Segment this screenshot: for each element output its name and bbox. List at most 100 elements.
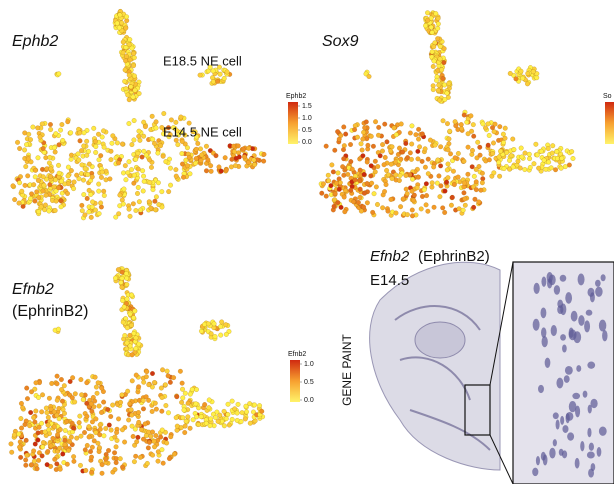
- cell-dot: [78, 414, 83, 419]
- cell-dot: [23, 458, 28, 463]
- cell-dot: [441, 118, 446, 123]
- cell-dot: [72, 400, 77, 405]
- cell-dot: [248, 421, 253, 426]
- cell-dot: [214, 153, 219, 158]
- cell-dot: [480, 180, 485, 185]
- cell-dot: [430, 50, 435, 55]
- cell-dot: [384, 182, 389, 187]
- cell-dot: [131, 201, 136, 206]
- cell-dot: [143, 124, 148, 129]
- cell-dot: [442, 83, 447, 88]
- stained-cell: [589, 443, 594, 451]
- cell-dot: [147, 199, 152, 204]
- cell-dot: [181, 175, 186, 180]
- cell-dot: [262, 152, 267, 157]
- cell-dot: [453, 119, 458, 124]
- cell-dot: [365, 181, 370, 186]
- cell-dot: [462, 159, 467, 164]
- cell-dot: [375, 164, 380, 169]
- cell-dot: [26, 157, 31, 162]
- cell-dot: [24, 142, 29, 147]
- cell-dot: [22, 148, 27, 153]
- cell-dot: [133, 427, 138, 432]
- cell-dot: [137, 91, 142, 96]
- cell-dot: [36, 178, 41, 183]
- cell-dot: [126, 418, 131, 423]
- cell-dot: [549, 166, 554, 171]
- cell-dot: [230, 399, 235, 404]
- cell-dot: [525, 71, 530, 76]
- cell-dot: [361, 153, 366, 158]
- stained-cell: [549, 448, 555, 459]
- cell-dot: [487, 133, 492, 138]
- cell-dot: [212, 322, 217, 327]
- cell-dot: [70, 421, 75, 426]
- cell-dot: [88, 449, 93, 454]
- cell-dot: [341, 125, 346, 130]
- cell-dot: [81, 178, 86, 183]
- cell-dot: [509, 153, 514, 158]
- cell-dot: [431, 87, 436, 92]
- cell-dot: [416, 149, 421, 154]
- cell-dot: [459, 126, 464, 131]
- cell-dot: [53, 150, 58, 155]
- cell-dot: [103, 457, 108, 462]
- cell-dot: [481, 122, 486, 127]
- cell-dot: [471, 122, 476, 127]
- cell-dot: [196, 422, 201, 427]
- cell-dot: [498, 149, 503, 154]
- cell-dot: [136, 167, 141, 172]
- cell-dot: [224, 416, 229, 421]
- cell-dot: [118, 193, 123, 198]
- cell-dot: [371, 144, 376, 149]
- colorbar: [290, 360, 300, 402]
- cell-dot: [209, 331, 214, 336]
- cell-dot: [121, 320, 126, 325]
- cell-dot: [190, 387, 195, 392]
- cell-dot: [429, 25, 434, 30]
- cell-dot: [487, 158, 492, 163]
- cell-dot: [53, 208, 58, 213]
- cell-dot: [17, 146, 22, 151]
- cell-dot: [131, 434, 136, 439]
- cell-dot: [453, 156, 458, 161]
- cell-dot: [115, 141, 120, 146]
- cell-dot: [408, 131, 413, 136]
- stained-cell: [602, 330, 607, 341]
- cell-dot: [139, 427, 144, 432]
- cell-dot: [426, 157, 431, 162]
- cell-dot: [523, 167, 528, 172]
- cell-dot: [154, 407, 159, 412]
- cell-dot: [157, 202, 162, 207]
- cell-dot: [95, 391, 100, 396]
- cell-dot: [252, 158, 257, 163]
- cell-dot: [508, 71, 513, 76]
- stained-cell: [567, 432, 574, 440]
- cell-dot: [501, 140, 506, 145]
- cell-dot: [351, 199, 356, 204]
- cell-dot: [430, 185, 435, 190]
- cell-dot: [466, 172, 471, 177]
- cell-dot: [62, 383, 67, 388]
- cell-dot: [34, 380, 39, 385]
- cell-dot: [40, 393, 45, 398]
- cell-dot: [60, 452, 65, 457]
- cell-dot: [102, 433, 107, 438]
- cell-dot: [136, 342, 141, 347]
- cell-dot: [101, 400, 106, 405]
- cell-dot: [469, 114, 474, 119]
- cell-dot: [59, 377, 64, 382]
- cell-dot: [131, 315, 136, 320]
- stained-cell: [532, 468, 538, 477]
- cell-dot: [115, 438, 120, 443]
- cell-dot: [113, 276, 118, 281]
- cell-dot: [48, 122, 53, 127]
- cell-dot: [388, 149, 393, 154]
- cell-dot: [462, 181, 467, 186]
- cell-dot: [164, 403, 169, 408]
- cell-dot: [194, 147, 199, 152]
- cell-dot: [380, 149, 385, 154]
- cell-dot: [37, 425, 42, 430]
- cell-dot: [423, 147, 428, 152]
- cell-dot: [512, 147, 517, 152]
